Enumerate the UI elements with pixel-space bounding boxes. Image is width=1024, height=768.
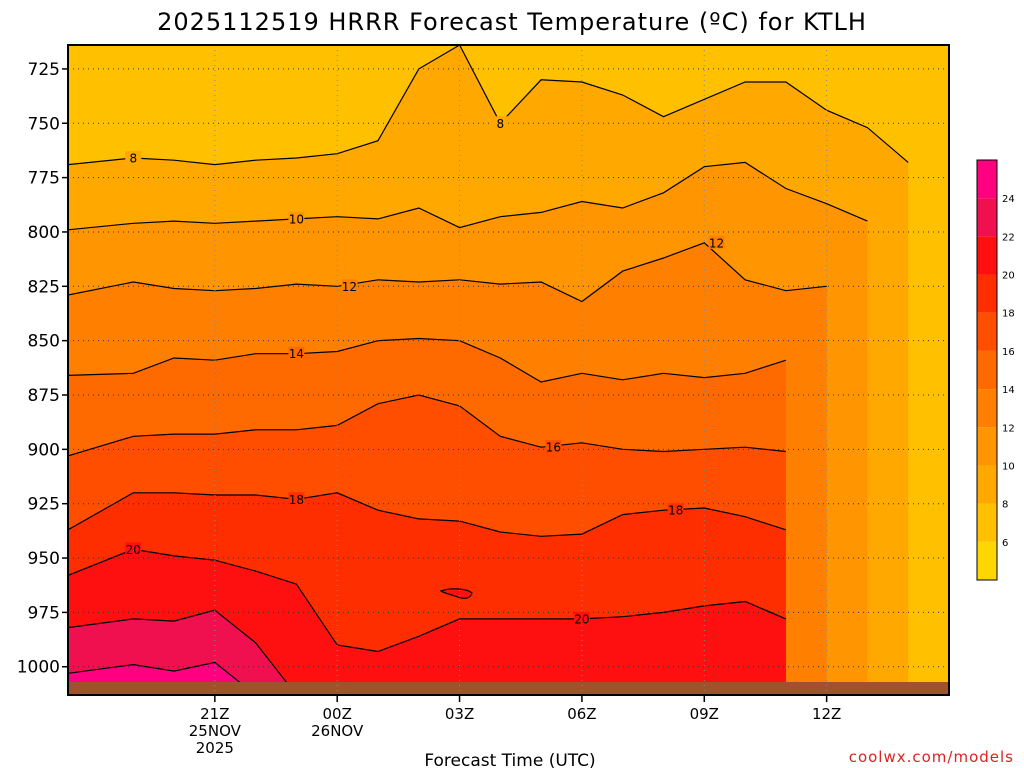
grid-layer	[68, 45, 949, 695]
y-tick-label-750: 750	[28, 114, 60, 134]
y-tick-label-900: 900	[28, 440, 60, 460]
contour-label-16: 16	[545, 440, 562, 455]
colorbar-band-6	[977, 503, 997, 542]
colorbar-band-18	[977, 274, 997, 313]
x-tick-label-09Z-1: 09Z	[690, 705, 719, 723]
contour-label-text: 18	[668, 504, 683, 518]
contour-label-text: 12	[342, 280, 357, 294]
colorbar-tick-22: 22	[1002, 232, 1015, 243]
y-tick-label-1000: 1000	[17, 658, 60, 678]
colorbar-band-20	[977, 236, 997, 275]
contour-label-20: 20	[125, 542, 142, 557]
colorbar-band-22	[977, 198, 997, 237]
contour-label-18: 18	[667, 503, 684, 518]
contour-label-text: 8	[129, 152, 137, 166]
colorbar: 6 8 10 12 14 16 18 20 22 24	[976, 159, 1015, 581]
y-tick-label-875: 875	[28, 386, 60, 406]
y-tick-label-775: 775	[28, 169, 60, 189]
contour-label-18: 18	[288, 492, 305, 507]
colorbar-band-4	[977, 541, 997, 580]
x-tick-label-21Z-1: 21Z	[200, 705, 229, 723]
isotherm-line-10	[68, 161, 868, 231]
isotherm-line-14	[68, 337, 787, 383]
colorbar-tick-8: 8	[1002, 500, 1008, 511]
y-tick-label-800: 800	[28, 223, 60, 243]
y-tick-label-725: 725	[28, 60, 60, 80]
x-tick-label-21Z-2: 25NOV	[189, 722, 242, 740]
colorbar-tick-24: 24	[1002, 194, 1015, 205]
colorbar-band-10	[977, 427, 997, 466]
contour-label-8: 8	[492, 116, 509, 131]
colorbar-band-24	[977, 160, 997, 199]
plot-frame	[67, 44, 950, 696]
temperature-fill-layer	[68, 45, 949, 695]
y-axis: 725 750 775 800 825 850 875 900 925 950 975 1000	[17, 60, 68, 678]
contour-label-text: 8	[497, 117, 505, 131]
y-tick-label-925: 925	[28, 495, 60, 515]
contour-label-8: 8	[125, 151, 142, 166]
contour-label-20: 20	[573, 611, 590, 626]
colorbar-tick-6: 6	[1002, 538, 1008, 549]
y-tick-label-975: 975	[28, 603, 60, 623]
contour-label-text: 20	[574, 612, 589, 626]
colorbar-tick-12: 12	[1002, 423, 1015, 434]
contour-label-text: 14	[289, 347, 304, 361]
colorbar-tick-10: 10	[1002, 461, 1015, 472]
contour-label-12: 12	[708, 235, 725, 250]
x-tick-label-12Z-1: 12Z	[812, 705, 841, 723]
colorbar-frame	[976, 159, 998, 581]
x-tick-label-21Z-3: 2025	[196, 739, 234, 757]
y-tick-label-950: 950	[28, 549, 60, 569]
contour-label-14: 14	[288, 346, 305, 361]
isotherm-line-16	[68, 394, 786, 457]
isotherm-line-24	[68, 661, 256, 695]
isotherm-closed-20	[439, 588, 473, 599]
chart-title: 2025112519 HRRR Forecast Temperature (ºC…	[157, 8, 867, 36]
colorbar-tick-20: 20	[1002, 271, 1015, 282]
contour-label-12: 12	[341, 279, 358, 294]
colorbar-tick-16: 16	[1002, 347, 1015, 358]
y-tick-label-825: 825	[28, 277, 60, 297]
contour-label-text: 12	[709, 236, 724, 250]
x-axis-label: Forecast Time (UTC)	[424, 751, 595, 768]
ground-band	[68, 682, 949, 695]
contour-label-text: 16	[546, 441, 561, 455]
contour-label-text: 10	[289, 212, 304, 226]
contour-label-layer: 8 8 10 12 12 14 16 18 18 20 20	[125, 116, 725, 626]
contour-label-10: 10	[288, 211, 305, 226]
colorbar-band-8	[977, 465, 997, 504]
x-tick-label-00Z-1: 00Z	[323, 705, 352, 723]
colorbar-band-12	[977, 389, 997, 428]
colorbar-tick-18: 18	[1002, 309, 1015, 320]
x-tick-label-06Z-1: 06Z	[567, 705, 596, 723]
contour-label-text: 20	[126, 543, 141, 557]
credit-text: coolwx.com/models	[849, 748, 1014, 766]
x-tick-label-03Z-1: 03Z	[445, 705, 474, 723]
y-tick-label-850: 850	[28, 332, 60, 352]
colorbar-tick-14: 14	[1002, 385, 1015, 396]
contour-label-text: 18	[289, 493, 304, 507]
isotherm-line-22	[68, 609, 297, 695]
colorbar-band-16	[977, 312, 997, 351]
x-tick-label-00Z-2: 26NOV	[311, 722, 364, 740]
isotherm-line-20	[68, 548, 787, 653]
colorbar-band-14	[977, 350, 997, 390]
